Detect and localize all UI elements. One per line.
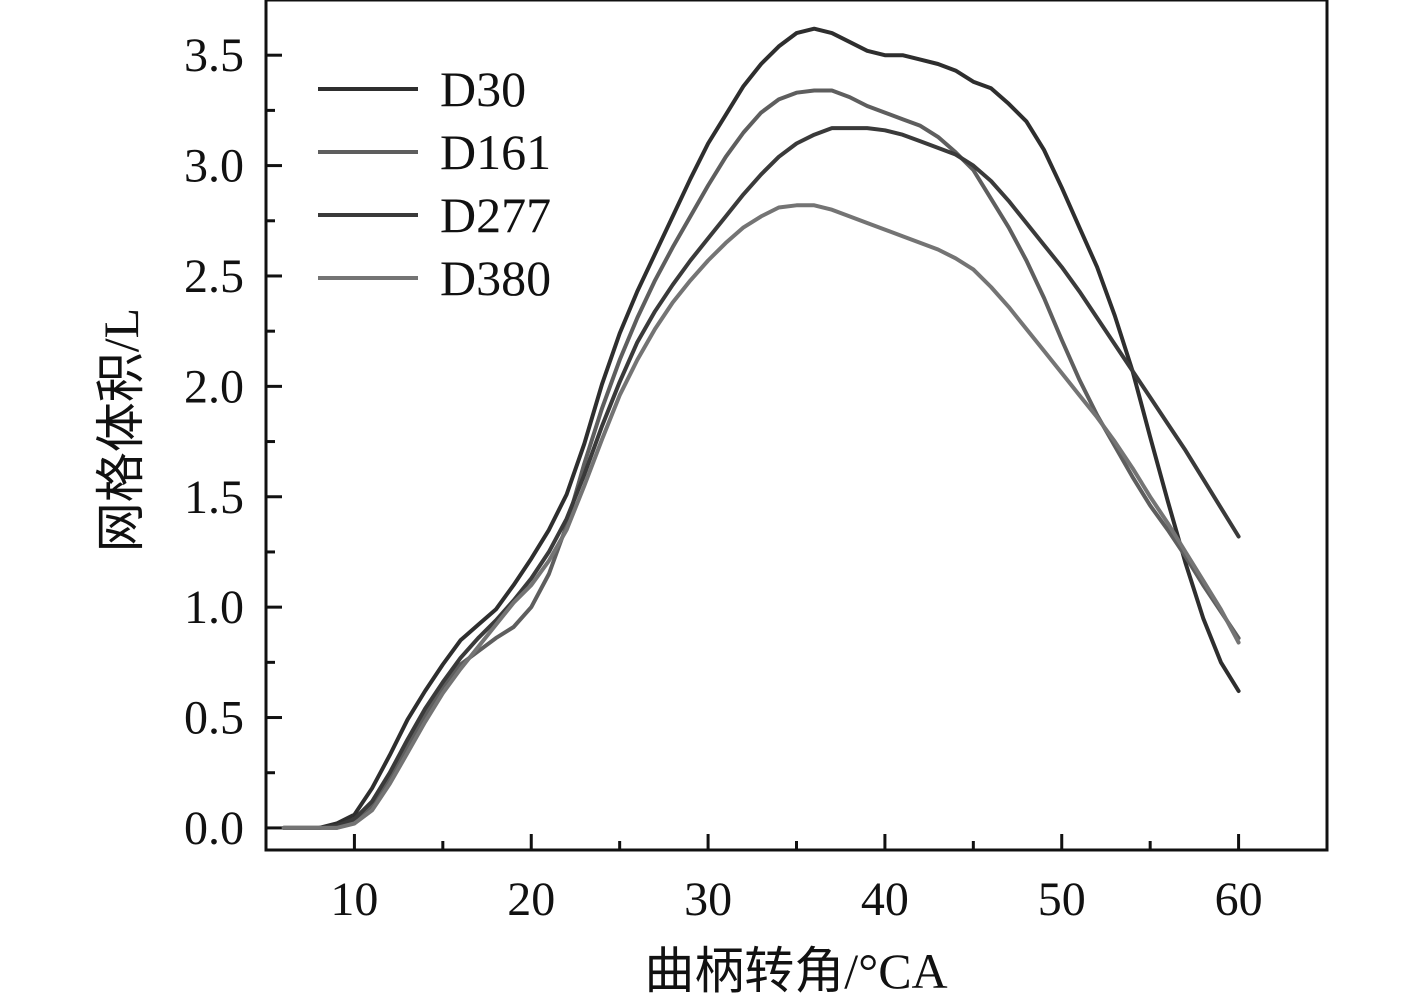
legend-item-d161: D161 [318, 124, 551, 180]
x-tick-label: 20 [507, 873, 555, 926]
legend-label: D380 [440, 250, 551, 306]
y-axis-ticks: 0.0 0.5 1.0 1.5 2.0 2.5 3.0 3.5 [184, 29, 282, 855]
series-layer [281, 26, 1241, 830]
legend: D30 D161 D277 D380 [318, 61, 551, 306]
y-tick-label: 2.0 [184, 360, 244, 413]
legend-item-d380: D380 [318, 250, 551, 306]
x-tick-label: 30 [684, 873, 732, 926]
y-tick-label: 0.0 [184, 802, 244, 855]
x-axis-ticks: 10 20 30 40 50 60 [330, 834, 1263, 926]
y-tick-label: 0.5 [184, 692, 244, 745]
y-tick-label: 3.5 [184, 29, 244, 82]
series-line-d161 [281, 88, 1241, 830]
x-tick-label: 40 [861, 873, 909, 926]
series-line-d30 [281, 26, 1241, 830]
x-tick-label: 60 [1215, 873, 1263, 926]
legend-label: D161 [440, 124, 551, 180]
y-tick-label: 1.0 [184, 581, 244, 634]
y-axis-title: 网格体积/L [93, 308, 149, 552]
x-tick-label: 10 [330, 873, 378, 926]
x-axis-title: 曲柄转角/°CA [644, 943, 947, 999]
y-tick-label: 1.5 [184, 471, 244, 524]
legend-item-d30: D30 [318, 61, 526, 117]
legend-label: D30 [440, 61, 526, 117]
series-line-d380 [281, 203, 1241, 830]
y-tick-label: 3.0 [184, 140, 244, 193]
legend-item-d277: D277 [318, 187, 551, 243]
series-line-d277 [281, 126, 1241, 830]
x-tick-label: 50 [1038, 873, 1086, 926]
y-tick-label: 2.5 [184, 250, 244, 303]
legend-label: D277 [440, 187, 551, 243]
